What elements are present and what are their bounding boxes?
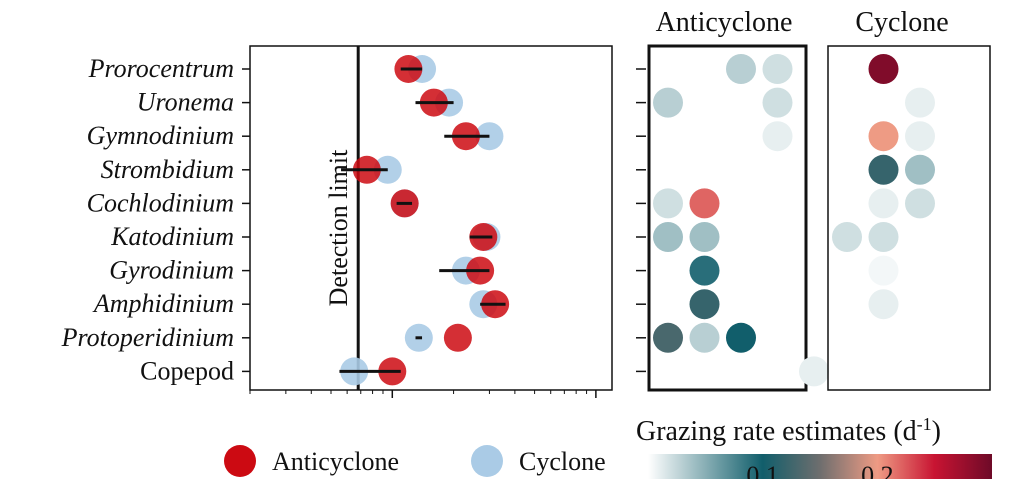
heatmap-cell <box>726 54 756 84</box>
y-tick-label: Strombidium <box>101 155 234 184</box>
y-tick-label: Amphidinium <box>92 289 234 318</box>
y-tick-label: Katodinium <box>110 222 234 251</box>
heatmap-cell <box>653 188 683 219</box>
legend-label: Anticyclone <box>272 447 399 476</box>
heatmap-cell <box>653 87 683 118</box>
legend-swatch <box>224 445 256 477</box>
legend-swatch <box>471 445 503 477</box>
heatmap-frame <box>827 45 991 391</box>
heatmap-cell <box>689 188 720 219</box>
y-tick-label: Gyrodinium <box>109 256 234 285</box>
y-tick-label: Protoperidinium <box>61 323 234 352</box>
y-tick-label: Gymnodinium <box>87 121 234 150</box>
heatmap-cell <box>762 121 793 152</box>
heatmap-cell <box>689 322 720 353</box>
heatmap-cell <box>868 154 899 185</box>
legend-label: Cyclone <box>519 447 606 476</box>
heatmap-cell <box>905 188 935 219</box>
heatmap-cell <box>689 222 720 252</box>
heatmap-title: Cyclone <box>855 7 948 38</box>
plot-frame <box>249 45 613 391</box>
heatmap-cell <box>868 289 899 320</box>
y-tick-label: Prorocentrum <box>88 54 234 83</box>
colorbar-title-end: ) <box>932 416 941 447</box>
heatmap-cell <box>832 222 862 252</box>
anticyclone-point <box>443 323 472 352</box>
colorbar-title: Grazing rate estimates (d-1) <box>636 414 941 447</box>
heatmap-cell <box>905 87 935 118</box>
heatmap-cell <box>689 255 720 286</box>
y-tick-label: Uronema <box>137 88 234 117</box>
heatmap-title: Anticyclone <box>656 7 793 38</box>
heatmap-cell <box>762 87 793 118</box>
detection-limit-label: Detection limit <box>324 149 353 306</box>
heatmap-cell <box>653 322 683 353</box>
colorbar <box>648 454 992 479</box>
colorbar-tick-label: 0.1 <box>746 461 779 479</box>
heatmap-cell <box>726 322 756 353</box>
colorbar-title-superscript: -1 <box>917 414 932 434</box>
heatmap-cell <box>868 255 899 286</box>
heatmap-cell <box>905 154 935 185</box>
heatmap-cell <box>868 222 899 252</box>
heatmap-frame <box>647 44 808 392</box>
heatmap-cell <box>689 289 720 320</box>
heatmap-cell <box>868 54 899 84</box>
heatmap-cell <box>653 222 683 252</box>
heatmap-cell <box>868 188 899 219</box>
heatmap-cell <box>799 356 829 387</box>
heatmap-cell <box>762 54 793 84</box>
heatmap-cell <box>868 121 899 152</box>
y-tick-label: Cochlodinium <box>87 188 234 217</box>
heatmap-cell <box>905 121 935 152</box>
y-tick-label: Copepod <box>140 356 234 385</box>
colorbar-tick-label: 0.2 <box>861 461 894 479</box>
